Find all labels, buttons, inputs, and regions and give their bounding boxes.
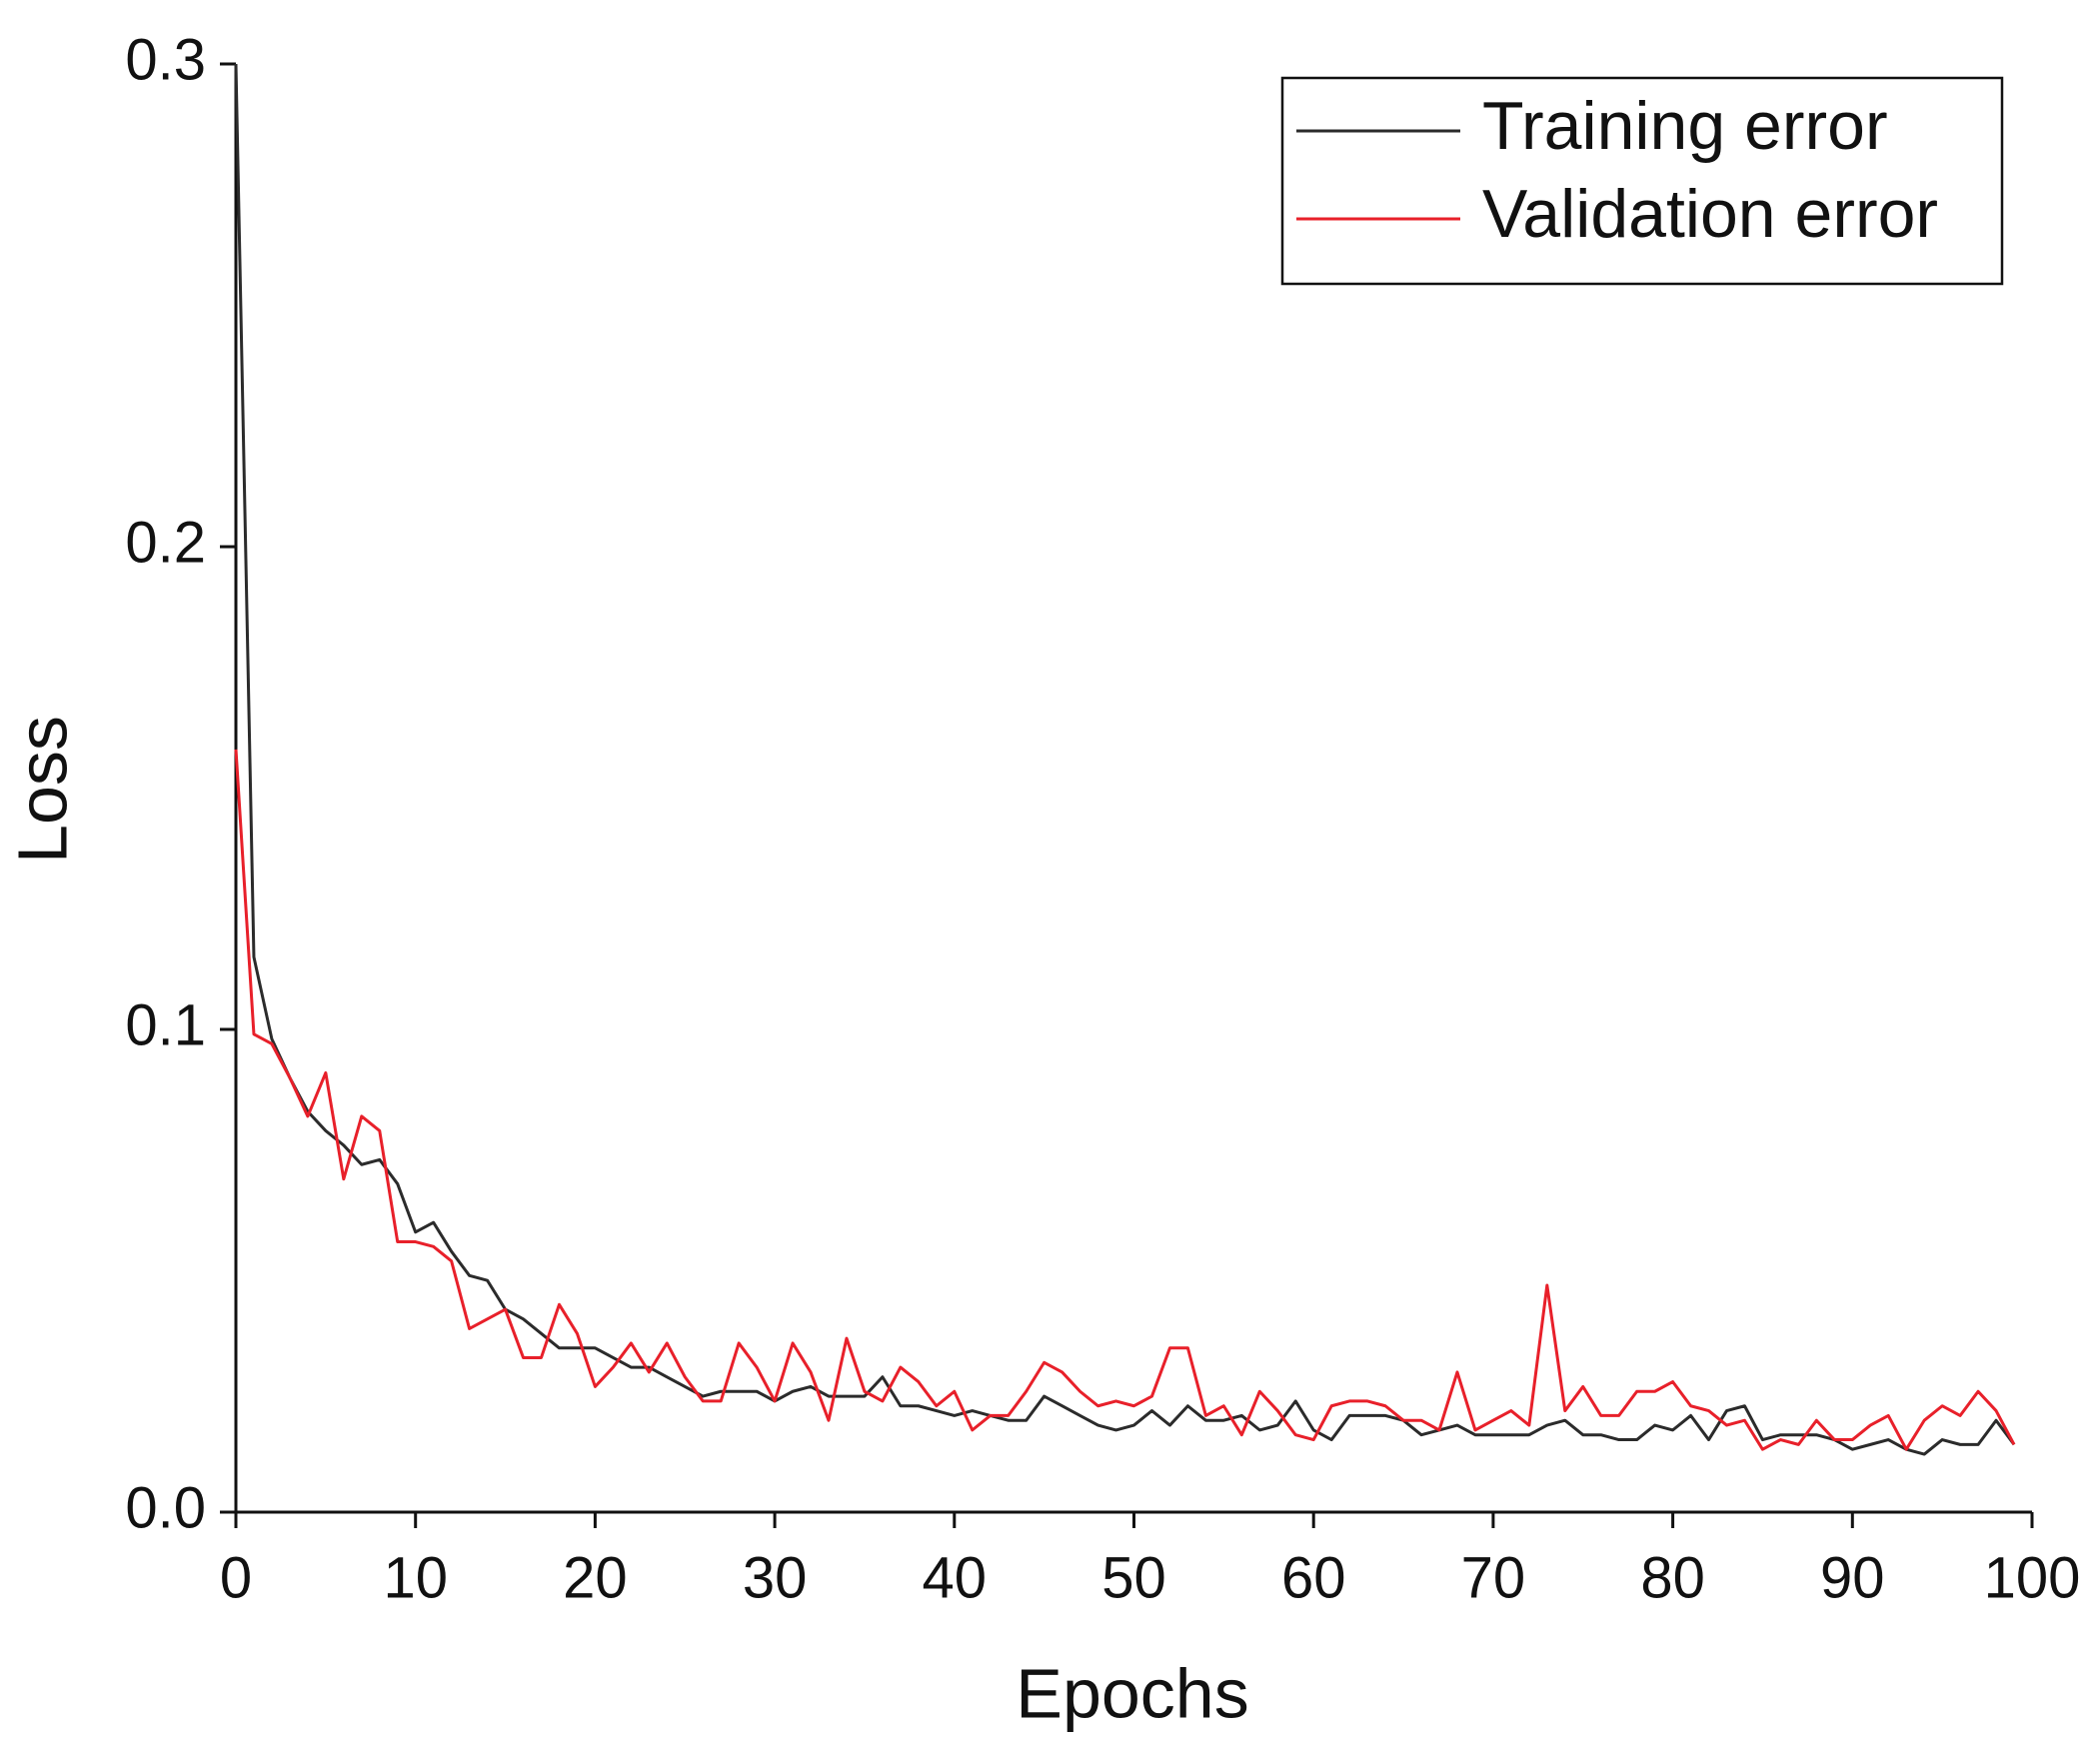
- y-tick-label: 0.3: [125, 27, 206, 92]
- series-line: [234, 749, 2016, 1451]
- x-tick-label: 40: [923, 1545, 988, 1610]
- y-tick-label: 0.1: [125, 992, 206, 1057]
- x-tick-label: 70: [1461, 1545, 1526, 1610]
- y-tick-label: 0.0: [125, 1475, 206, 1540]
- x-tick-label: 60: [1281, 1545, 1346, 1610]
- y-tick-label: 0.2: [125, 510, 206, 575]
- x-tick-label: 90: [1820, 1545, 1885, 1610]
- x-tick-label: 100: [1984, 1545, 2081, 1610]
- series-line: [234, 63, 2016, 1456]
- y-axis-title: Loss: [3, 716, 81, 864]
- x-tick-label: 80: [1640, 1545, 1705, 1610]
- legend-label: Validation error: [1482, 176, 1938, 252]
- legend-label: Training error: [1482, 88, 1888, 164]
- legend-box: [1280, 76, 2004, 286]
- x-tick-label: 0: [220, 1545, 252, 1610]
- x-axis-title: Epochs: [1016, 1654, 1248, 1732]
- x-tick-label: 20: [563, 1545, 628, 1610]
- x-tick-label: 30: [743, 1545, 808, 1610]
- x-tick-label: 10: [383, 1545, 448, 1610]
- x-tick-label: 50: [1101, 1545, 1166, 1610]
